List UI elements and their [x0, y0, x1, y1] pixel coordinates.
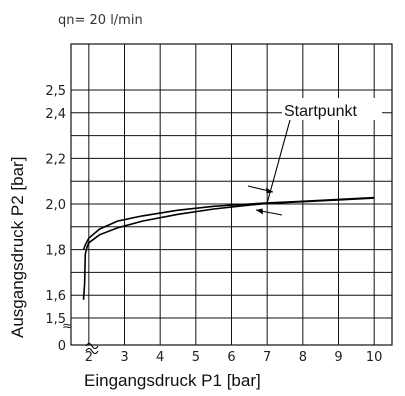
- curves: [82, 196, 375, 300]
- startpunkt-box: [282, 98, 382, 120]
- y-tick-label: 2,5: [45, 84, 66, 99]
- x-tick-label: 7: [263, 350, 271, 365]
- x-axis-title: Eingangsdruck P1 [bar]: [84, 371, 261, 390]
- x-axis-break-mark: [85, 342, 99, 355]
- y-axis-break-mark: ≈: [62, 319, 73, 334]
- plot-frame: [70, 43, 393, 346]
- y-tick-label: 2,2: [45, 152, 66, 167]
- curve-lower: [82, 197, 375, 300]
- y-axis-title: Ausgangsdruck P2 [bar]: [8, 157, 27, 338]
- y-tick-label: 1,6: [45, 289, 66, 304]
- vertical-grid: [88, 44, 375, 345]
- x-tick-label: 5: [192, 350, 200, 365]
- x-tick-label: 2: [85, 350, 93, 365]
- y-tick-label: 2,0: [45, 198, 66, 213]
- y-tick-label: 1,8: [45, 244, 66, 259]
- decreasing-arrow: [255, 208, 283, 216]
- y-tick-label: 0: [58, 339, 66, 354]
- startpunkt-label: Startpunkt: [284, 103, 357, 120]
- y-tick-label: 1,5: [45, 312, 66, 327]
- x-tick-label: 10: [366, 350, 383, 365]
- x-tick-label: 6: [227, 350, 235, 365]
- x-tick-label: 9: [334, 350, 342, 365]
- x-tick-label: 4: [156, 350, 164, 365]
- x-tick-labels: 2 3 4 5 6 7 8 9 10: [85, 350, 383, 365]
- increasing-arrow: [247, 185, 274, 194]
- y-tick-label: 2,4: [45, 107, 66, 122]
- x-tick-label: 8: [299, 350, 307, 365]
- curve-upper: [82, 196, 375, 250]
- x-tick-label: 3: [120, 350, 128, 365]
- y-tick-labels: 0 1,5 1,6 1,8 2,0 2,2 2,4 2,5: [45, 84, 66, 354]
- startpunkt-leader-line: [266, 119, 291, 204]
- flow-rate-annotation: qn= 20 l/min: [58, 13, 143, 28]
